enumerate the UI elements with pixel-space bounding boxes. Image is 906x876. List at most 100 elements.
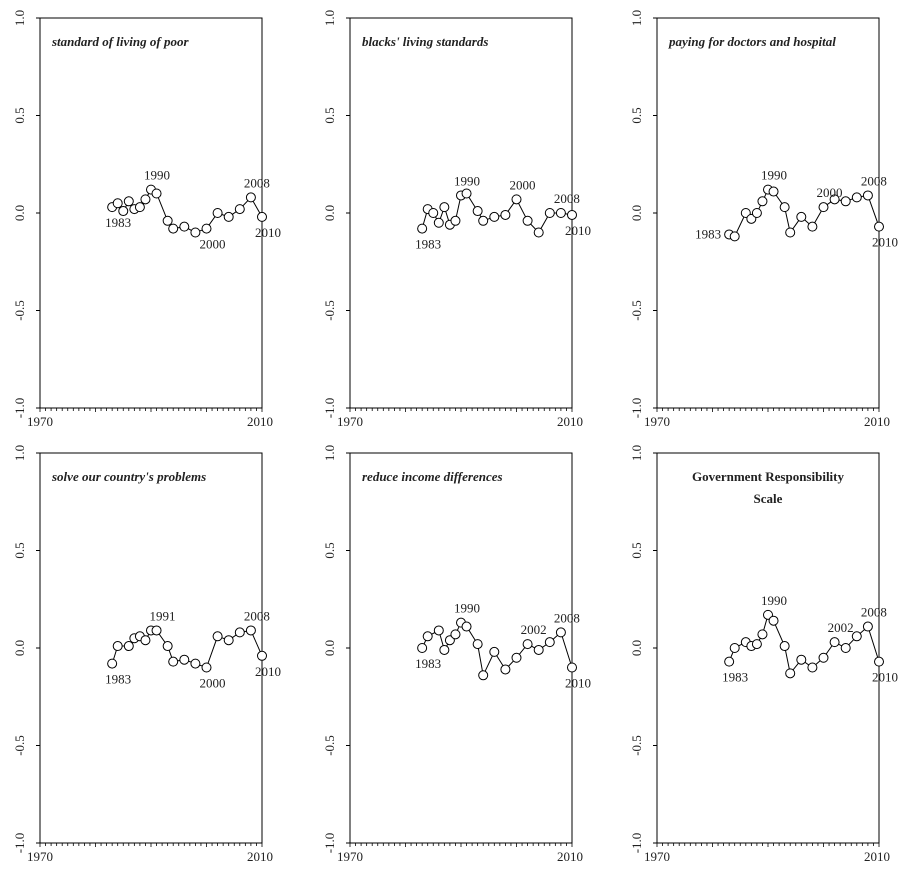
chart-5-annotation-1990: 1990 bbox=[454, 601, 480, 616]
chart-5-data-point bbox=[522, 639, 533, 650]
chart-2-x-tick-label: 2010 bbox=[557, 414, 583, 429]
chart-1-y-tick-label: 0.0 bbox=[12, 205, 27, 221]
chart-1-data-point bbox=[257, 211, 267, 222]
chart-4-title: solve our country's problems bbox=[51, 469, 206, 484]
chart-1-annotation-1990: 1990 bbox=[144, 168, 170, 183]
chart-3-annotation-2008: 2008 bbox=[861, 173, 887, 188]
chart-6-x-tick-label: 1970 bbox=[644, 849, 670, 864]
chart-1-data-point bbox=[140, 194, 151, 205]
chart-2-data-point bbox=[522, 215, 533, 226]
chart-4-y-tick-label: 0.0 bbox=[12, 640, 27, 656]
chart-1-data-point bbox=[179, 221, 190, 232]
chart-3-data-point bbox=[807, 221, 818, 232]
chart-4-data-point bbox=[107, 658, 118, 669]
chart-2-annotation-1990: 1990 bbox=[454, 173, 480, 188]
chart-6-annotation-2010: 2010 bbox=[872, 670, 898, 685]
chart-4-y-tick-label: -1.0 bbox=[12, 833, 27, 854]
chart-3-data-point bbox=[862, 190, 873, 201]
chart-6-data-point bbox=[757, 629, 768, 640]
chart-2-data-point bbox=[567, 209, 577, 220]
chart-2-x-tick-label: 1970 bbox=[337, 414, 363, 429]
chart-3-annotation-1990: 1990 bbox=[761, 168, 787, 183]
chart-3-data-point bbox=[829, 194, 840, 205]
chart-6-data-point bbox=[779, 641, 790, 652]
chart-3-y-tick-label: -0.5 bbox=[629, 300, 644, 321]
chart-3-data-point bbox=[851, 192, 862, 203]
chart-6-y-tick-label: 0.5 bbox=[629, 542, 644, 558]
chart-4-annotation-2000: 2000 bbox=[200, 676, 226, 691]
chart-2-data-point bbox=[500, 209, 511, 220]
chart-3-data-point bbox=[751, 208, 762, 218]
chart-1-data-point bbox=[118, 206, 129, 217]
chart-5-y-tick-label: 0.0 bbox=[322, 640, 337, 656]
chart-3-data-point bbox=[840, 196, 851, 207]
chart-6-data-point bbox=[724, 656, 735, 667]
chart-5-title: reduce income differences bbox=[362, 469, 503, 484]
chart-1-annotation-2010: 2010 bbox=[255, 225, 281, 240]
chart-1-data-point bbox=[162, 215, 173, 226]
chart-1-title: standard of living of poor bbox=[51, 34, 189, 49]
chart-6-title-line-1: Government Responsibility bbox=[692, 469, 845, 484]
chart-6-data-point bbox=[768, 615, 779, 626]
chart-2-data-point bbox=[478, 215, 489, 226]
chart-4-data-point bbox=[112, 641, 123, 652]
chart-2-data-point bbox=[433, 217, 444, 228]
chart-1-data-point bbox=[151, 188, 162, 199]
chart-6-data-point bbox=[785, 668, 796, 679]
chart-4-data-point bbox=[123, 641, 134, 652]
chart-6-data-point bbox=[807, 662, 818, 673]
chart-3-x-tick-label: 2010 bbox=[864, 414, 890, 429]
chart-1-x-tick-label: 2010 bbox=[247, 414, 273, 429]
chart-4-data-point bbox=[257, 650, 267, 661]
chart-6-annotation-1990: 1990 bbox=[761, 593, 787, 608]
chart-5-data-point bbox=[417, 643, 428, 653]
chart-5-data-point bbox=[478, 670, 489, 681]
chart-1-data-point bbox=[234, 204, 245, 215]
chart-6-data-point bbox=[874, 656, 884, 667]
chart-1-annotation-1983: 1983 bbox=[105, 215, 131, 230]
chart-5-data-point bbox=[461, 621, 472, 632]
chart-5-annotation-1983: 1983 bbox=[415, 656, 441, 671]
chart-6-y-tick-label: -0.5 bbox=[629, 735, 644, 756]
chart-4-data-point bbox=[151, 625, 162, 636]
chart-1-y-tick-label: -0.5 bbox=[12, 300, 27, 321]
chart-3-data-point bbox=[874, 221, 884, 232]
chart-2-data-point bbox=[555, 208, 566, 218]
chart-2-data-point bbox=[450, 215, 461, 226]
chart-5-data-point bbox=[567, 662, 577, 673]
chart-5-data-point bbox=[472, 639, 483, 650]
chart-6-title-line-2: Scale bbox=[754, 491, 783, 506]
chart-2-data-point bbox=[439, 202, 450, 213]
chart-4-data-point bbox=[162, 641, 173, 652]
chart-5-x-tick-label: 2010 bbox=[557, 849, 583, 864]
chart-4-x-tick-label: 1970 bbox=[27, 849, 53, 864]
chart-4-annotation-2008: 2008 bbox=[244, 608, 270, 623]
chart-1-annotation-2008: 2008 bbox=[244, 175, 270, 190]
chart-2-data-point bbox=[544, 208, 555, 218]
chart-5-data-point bbox=[544, 637, 555, 648]
chart-2-data-point bbox=[428, 208, 439, 218]
chart-6-data-point bbox=[818, 652, 829, 663]
chart-3-annotation-1983: 1983 bbox=[695, 226, 721, 241]
chart-3-annotation-2010: 2010 bbox=[872, 235, 898, 250]
chart-1-data-point bbox=[201, 223, 212, 234]
chart-3-data-point bbox=[729, 231, 740, 242]
chart-6-data-point bbox=[729, 643, 740, 653]
chart-2-data-point bbox=[489, 211, 500, 222]
chart-2-title: blacks' living standards bbox=[362, 34, 488, 49]
chart-3-y-tick-label: 0.5 bbox=[629, 107, 644, 123]
chart-1-annotation-2000: 2000 bbox=[200, 237, 226, 252]
chart-5-data-point bbox=[489, 646, 500, 657]
chart-6-y-tick-label: 1.0 bbox=[629, 445, 644, 461]
chart-5-data-point bbox=[422, 631, 433, 642]
chart-1-data-point bbox=[134, 202, 145, 213]
chart-5-x-tick-label: 1970 bbox=[337, 849, 363, 864]
chart-3-data-point bbox=[757, 196, 768, 207]
chart-5-data-point bbox=[555, 627, 566, 638]
chart-3-data-point bbox=[779, 202, 790, 213]
chart-6-data-point bbox=[796, 654, 807, 665]
chart-6-data-point bbox=[840, 643, 851, 653]
chart-1-data-point bbox=[223, 211, 234, 222]
chart-6-x-tick-label: 2010 bbox=[864, 849, 890, 864]
